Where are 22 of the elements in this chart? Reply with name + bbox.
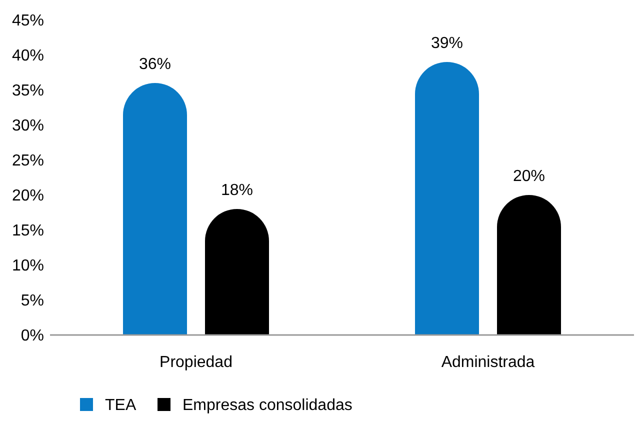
y-tick-label: 15% <box>12 222 44 240</box>
data-label: 36% <box>138 56 172 73</box>
y-tick-label: 35% <box>12 82 44 100</box>
legend-label: TEA <box>105 397 136 414</box>
data-label: 20% <box>512 168 546 185</box>
y-tick-label: 30% <box>12 118 44 135</box>
legend-label: Empresas consolidadas <box>182 397 352 414</box>
y-tick-label: 20% <box>12 188 44 205</box>
y-tick-label: 5% <box>20 292 44 310</box>
y-tick-label: 0% <box>20 328 44 345</box>
x-tick-label: Administrada <box>441 354 535 371</box>
data-label: 18% <box>220 182 254 199</box>
x-tick-label: Propiedad <box>160 354 232 371</box>
bar <box>497 195 561 335</box>
y-tick-label: 40% <box>12 48 44 65</box>
y-tick-label: 10% <box>12 258 44 275</box>
y-tick-label: 25% <box>12 152 44 170</box>
y-tick-label: 45% <box>12 12 44 30</box>
bar <box>205 209 269 335</box>
bar <box>415 62 479 335</box>
bar <box>123 83 187 335</box>
data-label: 39% <box>430 35 464 52</box>
